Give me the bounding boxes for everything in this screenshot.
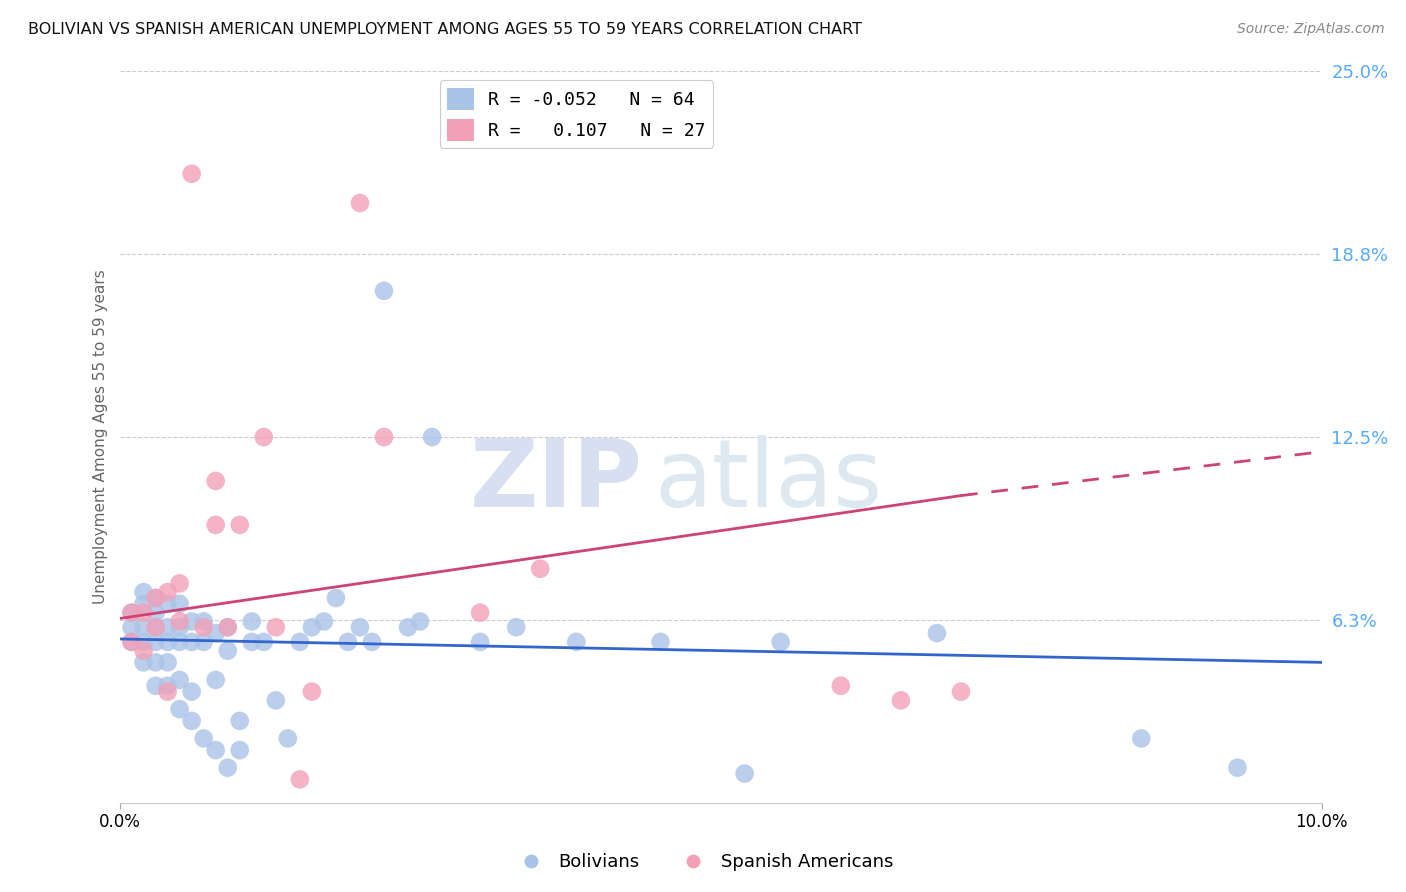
Point: [529, 562, 551, 576]
Point: [121, 606, 143, 620]
Y-axis label: Unemployment Among Ages 55 to 59 years: Unemployment Among Ages 55 to 59 years: [93, 269, 108, 605]
Point: [132, 620, 155, 634]
Legend: R = -0.052   N = 64, R =   0.107   N = 27: R = -0.052 N = 64, R = 0.107 N = 27: [440, 80, 713, 148]
Point: [132, 643, 155, 657]
Point: [228, 517, 252, 532]
Point: [156, 597, 179, 611]
Point: [193, 620, 215, 634]
Point: [145, 679, 167, 693]
Point: [156, 635, 179, 649]
Point: [228, 714, 252, 728]
Point: [650, 635, 672, 649]
Point: [925, 626, 948, 640]
Point: [204, 743, 226, 757]
Point: [240, 615, 263, 629]
Point: [325, 591, 347, 605]
Point: [217, 620, 239, 634]
Point: [204, 673, 226, 687]
Point: [169, 702, 191, 716]
Point: [204, 517, 226, 532]
Point: [204, 626, 226, 640]
Point: [336, 635, 359, 649]
Point: [349, 196, 371, 211]
Point: [361, 635, 384, 649]
Point: [734, 766, 756, 780]
Point: [769, 635, 792, 649]
Point: [264, 620, 287, 634]
Point: [830, 679, 852, 693]
Point: [145, 656, 167, 670]
Point: [180, 714, 202, 728]
Point: [193, 635, 215, 649]
Point: [156, 620, 179, 634]
Point: [132, 635, 155, 649]
Point: [288, 635, 311, 649]
Point: [373, 284, 395, 298]
Point: [180, 615, 202, 629]
Point: [156, 679, 179, 693]
Point: [169, 620, 191, 634]
Point: [169, 576, 191, 591]
Point: [132, 656, 155, 670]
Point: [420, 430, 443, 444]
Point: [288, 772, 311, 787]
Point: [193, 615, 215, 629]
Point: [180, 167, 202, 181]
Point: [240, 635, 263, 649]
Point: [121, 620, 143, 634]
Point: [409, 615, 432, 629]
Point: [950, 684, 973, 698]
Point: [1130, 731, 1153, 746]
Point: [145, 620, 167, 634]
Point: [132, 597, 155, 611]
Point: [193, 731, 215, 746]
Point: [145, 620, 167, 634]
Point: [169, 597, 191, 611]
Point: [890, 693, 912, 707]
Point: [217, 761, 239, 775]
Point: [156, 684, 179, 698]
Point: [301, 684, 323, 698]
Point: [169, 635, 191, 649]
Point: [169, 673, 191, 687]
Text: atlas: atlas: [654, 435, 883, 527]
Point: [169, 615, 191, 629]
Point: [156, 656, 179, 670]
Point: [264, 693, 287, 707]
Point: [217, 643, 239, 657]
Point: [121, 606, 143, 620]
Text: ZIP: ZIP: [470, 435, 643, 527]
Point: [156, 585, 179, 599]
Point: [301, 620, 323, 634]
Point: [396, 620, 419, 634]
Point: [217, 620, 239, 634]
Legend: Bolivians, Spanish Americans: Bolivians, Spanish Americans: [506, 847, 900, 879]
Point: [373, 430, 395, 444]
Point: [204, 474, 226, 488]
Point: [228, 743, 252, 757]
Point: [180, 635, 202, 649]
Point: [468, 606, 492, 620]
Text: BOLIVIAN VS SPANISH AMERICAN UNEMPLOYMENT AMONG AGES 55 TO 59 YEARS CORRELATION : BOLIVIAN VS SPANISH AMERICAN UNEMPLOYMEN…: [28, 22, 862, 37]
Point: [253, 635, 276, 649]
Point: [349, 620, 371, 634]
Point: [145, 591, 167, 605]
Point: [253, 430, 276, 444]
Point: [277, 731, 299, 746]
Point: [145, 635, 167, 649]
Point: [132, 585, 155, 599]
Point: [145, 606, 167, 620]
Point: [468, 635, 492, 649]
Text: Source: ZipAtlas.com: Source: ZipAtlas.com: [1237, 22, 1385, 37]
Point: [1226, 761, 1249, 775]
Point: [180, 684, 202, 698]
Point: [565, 635, 588, 649]
Point: [145, 591, 167, 605]
Point: [312, 615, 335, 629]
Point: [132, 606, 155, 620]
Point: [121, 635, 143, 649]
Point: [505, 620, 527, 634]
Point: [121, 635, 143, 649]
